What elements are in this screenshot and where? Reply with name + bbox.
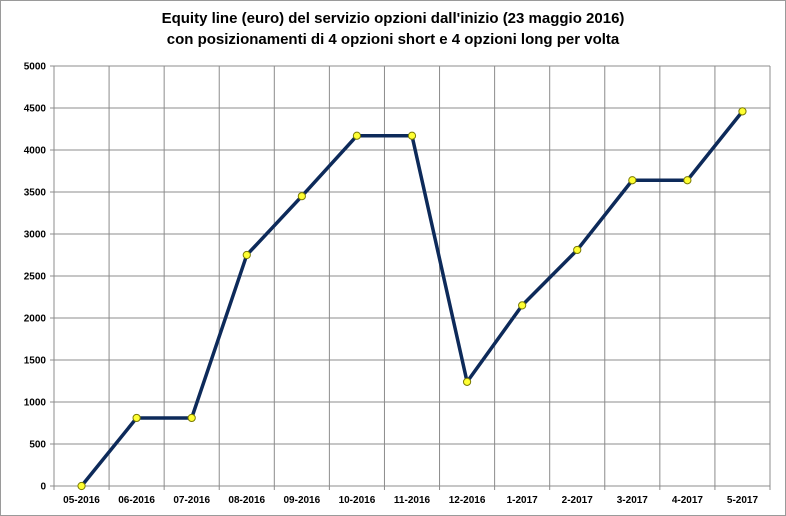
y-tick-label: 1500 bbox=[24, 356, 47, 367]
x-tick-label: 5-2017 bbox=[727, 495, 759, 506]
data-point bbox=[738, 107, 747, 116]
data-point bbox=[132, 413, 141, 423]
x-tick-label: 05-2016 bbox=[63, 495, 100, 506]
data-point bbox=[242, 250, 251, 260]
series-layer bbox=[77, 107, 747, 491]
data-point bbox=[297, 192, 306, 201]
y-tick-label: 3500 bbox=[24, 188, 47, 199]
data-point bbox=[573, 245, 582, 255]
x-axis: 05-2016 06-2016 07-2016 08-2016 09-2016 10-20… bbox=[53, 486, 771, 506]
x-tick-label: 09-2016 bbox=[283, 495, 320, 506]
chart-title: Equity line (euro) del servizio opzioni … bbox=[0, 8, 786, 50]
x-tick-label: 2-2017 bbox=[562, 495, 594, 506]
grid-lines bbox=[53, 65, 771, 487]
y-tick-label: 4500 bbox=[24, 104, 47, 115]
data-point bbox=[462, 377, 472, 386]
y-tick-label: 5000 bbox=[24, 62, 47, 73]
chart-title-line-2: con posizionamenti di 4 opzioni short e … bbox=[166, 31, 620, 48]
chart-title-line-1: Equity line (euro) del servizio opzioni … bbox=[161, 10, 625, 27]
data-point bbox=[187, 413, 196, 423]
x-tick-label: 07-2016 bbox=[173, 495, 210, 506]
y-tick-label: 500 bbox=[29, 440, 46, 451]
y-tick-label: 0 bbox=[40, 482, 46, 493]
x-tick-label: 11-2016 bbox=[394, 495, 431, 506]
y-tick-label: 2500 bbox=[24, 272, 47, 283]
data-point bbox=[628, 176, 637, 185]
y-tick-label: 4000 bbox=[24, 146, 47, 157]
x-tick-label: 1-2017 bbox=[507, 495, 539, 506]
x-tick-label: 10-2016 bbox=[339, 495, 376, 506]
data-point bbox=[518, 301, 527, 310]
series-line bbox=[80, 110, 744, 488]
data-point bbox=[683, 176, 692, 185]
data-point bbox=[77, 481, 86, 491]
x-tick-label: 4-2017 bbox=[672, 495, 704, 506]
data-point bbox=[352, 131, 362, 140]
y-tick-label: 2000 bbox=[24, 314, 47, 325]
y-axis: 0 500 1000 1500 2000 2500 3000 3500 4000 4500 5000 bbox=[24, 62, 54, 493]
x-tick-label: 12-2016 bbox=[449, 495, 486, 506]
x-tick-label: 06-2016 bbox=[118, 495, 155, 506]
y-tick-label: 1000 bbox=[24, 398, 47, 409]
x-tick-label: 3-2017 bbox=[617, 495, 649, 506]
y-tick-label: 3000 bbox=[24, 230, 47, 241]
x-tick-label: 08-2016 bbox=[228, 495, 265, 506]
data-point bbox=[407, 131, 417, 140]
